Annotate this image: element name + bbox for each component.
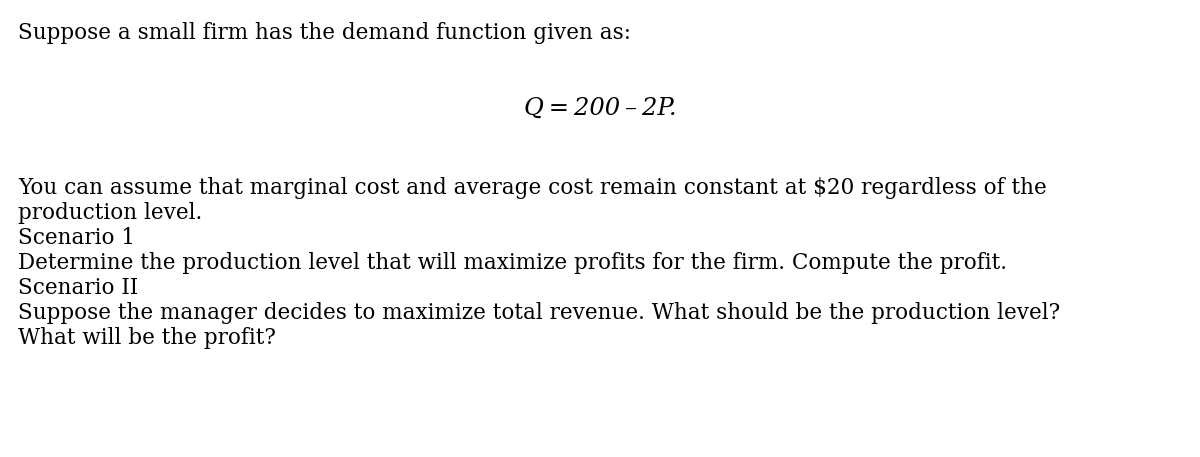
Text: Scenario II: Scenario II — [18, 277, 138, 299]
Text: production level.: production level. — [18, 202, 203, 224]
Text: Suppose the manager decides to maximize total revenue. What should be the produc: Suppose the manager decides to maximize … — [18, 302, 1060, 324]
Text: Suppose a small firm has the demand function given as:: Suppose a small firm has the demand func… — [18, 22, 631, 44]
Text: Scenario 1: Scenario 1 — [18, 227, 134, 249]
Text: You can assume that marginal cost and average cost remain constant at $20 regard: You can assume that marginal cost and av… — [18, 177, 1046, 199]
Text: What will be the profit?: What will be the profit? — [18, 327, 276, 349]
Text: Determine the production level that will maximize profits for the firm. Compute : Determine the production level that will… — [18, 252, 1007, 274]
Text: Q = 200 – 2P.: Q = 200 – 2P. — [523, 97, 677, 120]
